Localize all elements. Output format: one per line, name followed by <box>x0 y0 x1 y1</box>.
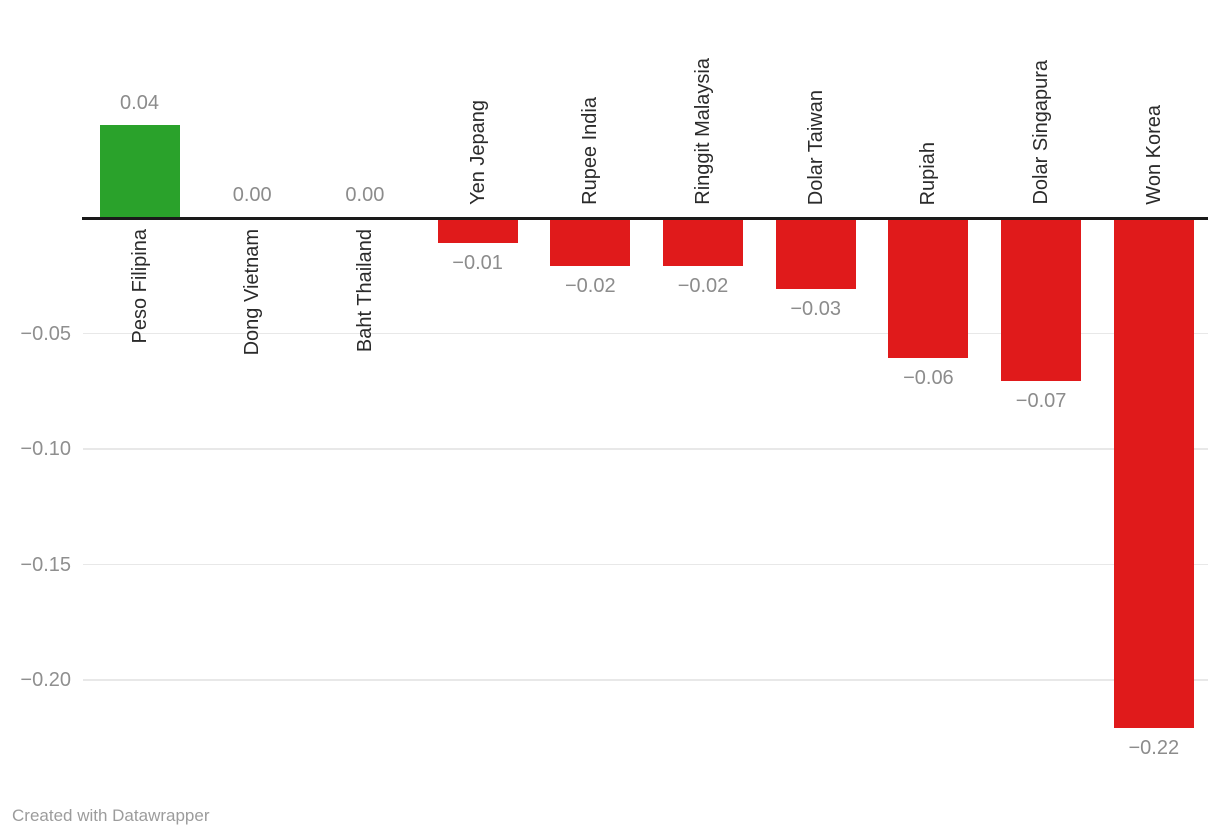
bar-dolar-singapura <box>1001 219 1082 382</box>
value-label-yen-jepang: −0.01 <box>452 251 503 274</box>
value-label-ringgit-malaysia: −0.02 <box>677 274 729 297</box>
y-tick-label-−0.15: −0.15 <box>20 553 71 576</box>
y-gridline-−0.10 <box>83 448 1208 450</box>
value-label-won-korea: −0.22 <box>1128 736 1180 759</box>
value-label-dolar-taiwan: −0.03 <box>790 297 841 320</box>
category-label-baht-thailand: Baht Thailand <box>353 228 376 352</box>
bar-ringgit-malaysia <box>663 219 743 266</box>
y-gridline-−0.15 <box>83 563 1208 565</box>
y-gridline-−0.20 <box>83 679 1208 681</box>
bar-won-korea <box>1113 219 1194 728</box>
bar-rupee-india <box>550 219 631 266</box>
bar-rupiah <box>888 219 969 359</box>
category-label-yen-jepang: Yen Jepang <box>466 100 489 205</box>
value-label-dong-vietnam: 0.00 <box>232 184 272 206</box>
category-label-peso-filipina: Peso Filipina <box>128 228 151 344</box>
value-label-rupee-india: −0.02 <box>564 274 616 297</box>
zero-axis-line <box>82 217 1208 220</box>
y-tick-label-−0.20: −0.20 <box>20 669 71 691</box>
category-label-dolar-taiwan: Dolar Taiwan <box>804 89 827 205</box>
y-tick-label-−0.10: −0.10 <box>20 438 71 460</box>
datawrapper-credit-link[interactable]: Created with Datawrapper <box>12 806 210 825</box>
category-label-dolar-singapura: Dolar Singapura <box>1030 60 1053 205</box>
category-label-ringgit-malaysia: Ringgit Malaysia <box>692 58 714 205</box>
value-label-peso-filipina: 0.04 <box>120 91 159 114</box>
y-gridline-−0.05 <box>83 332 1208 334</box>
value-label-dolar-singapura: −0.07 <box>1015 390 1067 413</box>
bar-peso-filipina <box>99 124 180 217</box>
y-tick-label-−0.05: −0.05 <box>20 322 71 345</box>
bar-dolar-taiwan <box>775 219 856 289</box>
category-label-rupee-india: Rupee India <box>579 97 602 205</box>
bar-yen-jepang <box>437 219 518 243</box>
value-label-rupiah: −0.06 <box>903 367 954 390</box>
category-label-won-korea: Won Korea <box>1142 105 1165 205</box>
value-label-baht-thailand: 0.00 <box>345 184 385 206</box>
category-label-rupiah: Rupiah <box>917 141 940 205</box>
category-label-dong-vietnam: Dong Vietnam <box>241 228 264 355</box>
